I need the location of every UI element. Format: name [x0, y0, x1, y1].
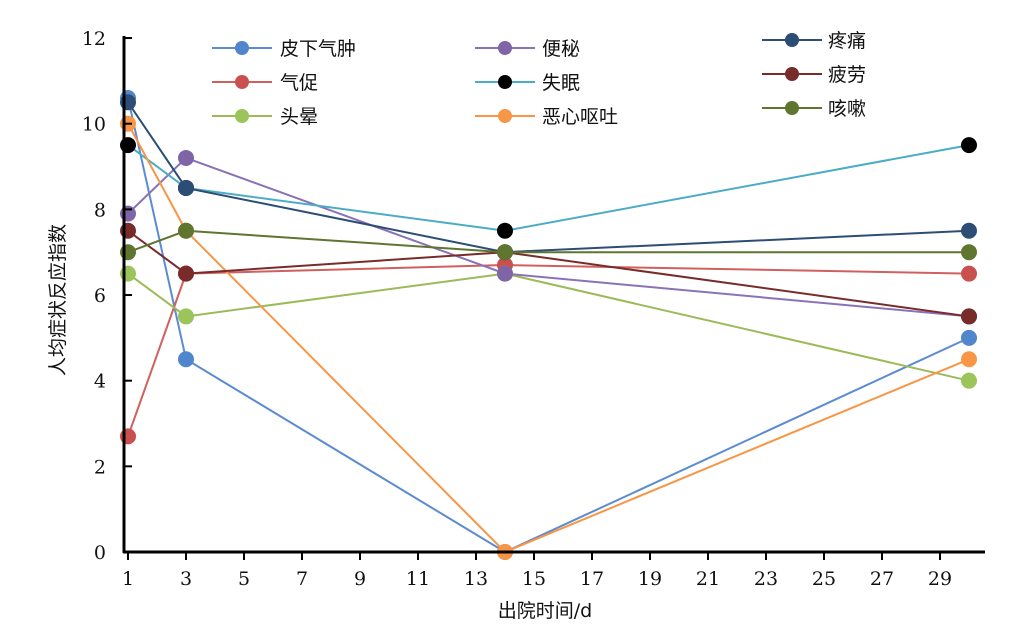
data-point	[961, 372, 977, 389]
x-tick-label: 13	[464, 568, 488, 590]
data-point	[120, 137, 136, 154]
data-point	[178, 351, 194, 368]
x-tick-label: 5	[238, 568, 250, 590]
x-tick-label: 17	[580, 568, 604, 590]
series-line-2	[127, 272, 970, 382]
series-line-6	[127, 101, 970, 254]
legend-marker	[498, 41, 512, 55]
data-point	[120, 244, 136, 261]
legend-marker	[235, 109, 249, 123]
x-tick-label: 19	[638, 568, 662, 590]
data-point	[120, 94, 136, 111]
x-tick-label: 15	[522, 568, 546, 590]
legend-label: 失眠	[542, 72, 580, 94]
legend-marker	[785, 33, 799, 47]
data-point	[961, 308, 977, 325]
legend-marker	[498, 75, 512, 89]
series-line-0	[127, 97, 970, 554]
series-line-5	[127, 123, 970, 554]
x-axis-label: 出院时间/d	[498, 600, 592, 622]
series-line-1	[127, 264, 970, 437]
legend-marker	[498, 109, 512, 123]
series-line-3	[127, 156, 970, 318]
x-tick-label: 27	[870, 568, 894, 590]
data-point	[961, 329, 977, 346]
data-point	[961, 137, 977, 154]
data-point	[961, 265, 977, 282]
x-tick-label: 23	[754, 568, 778, 590]
legend-label: 头晕	[280, 106, 318, 128]
legend-label: 便秘	[542, 38, 580, 60]
series-line-8	[127, 229, 969, 254]
x-tick-label: 7	[296, 568, 308, 590]
data-point	[120, 428, 136, 445]
data-point	[961, 222, 977, 239]
data-point	[961, 244, 977, 261]
data-point	[497, 265, 513, 282]
data-point	[120, 205, 136, 222]
data-point	[178, 265, 194, 282]
x-tick-label: 29	[928, 568, 952, 590]
y-tick-label: 4	[94, 371, 106, 393]
y-tick-label: 6	[94, 285, 106, 307]
x-tick-label: 11	[406, 568, 430, 590]
y-tick-label: 2	[94, 456, 106, 478]
data-point	[120, 222, 136, 239]
legend-marker	[235, 41, 249, 55]
data-point	[178, 222, 194, 239]
legend-label: 疼痛	[828, 30, 866, 52]
legend-marker	[785, 67, 799, 81]
data-point	[961, 351, 977, 368]
legend-label: 恶心呕吐	[542, 106, 618, 128]
data-point	[497, 244, 513, 261]
x-tick-label: 25	[812, 568, 836, 590]
data-point	[178, 308, 194, 325]
data-point	[497, 222, 513, 239]
y-tick-label: 10	[82, 114, 106, 136]
legend-label: 皮下气肿	[280, 38, 356, 60]
y-axis-label: 人均症状反应指数	[47, 224, 69, 376]
y-tick-label: 12	[82, 28, 106, 50]
x-tick-label: 9	[354, 568, 366, 590]
x-tick-label: 3	[180, 568, 192, 590]
data-point	[120, 265, 136, 282]
legend-label: 疲劳	[828, 64, 866, 86]
y-tick-label: 8	[94, 199, 106, 221]
data-point	[178, 179, 194, 196]
data-point	[178, 149, 194, 166]
legend-marker	[235, 75, 249, 89]
series-line-4	[127, 144, 970, 232]
legend-label: 气促	[280, 72, 318, 94]
legend-label: 咳嗽	[828, 98, 866, 120]
y-tick-label: 0	[94, 542, 106, 564]
x-tick-label: 1	[122, 568, 134, 590]
series-line-7	[127, 229, 970, 318]
x-tick-label: 21	[696, 568, 720, 590]
legend-marker	[785, 101, 799, 115]
